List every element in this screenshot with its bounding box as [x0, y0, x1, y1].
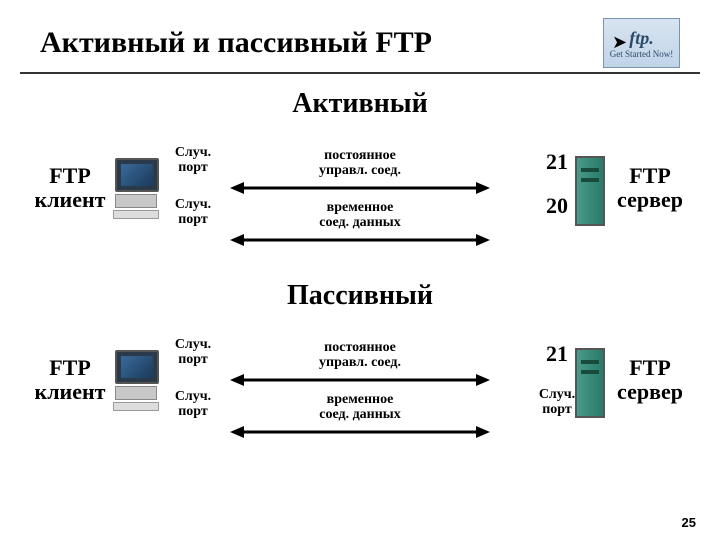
- active-left-port-top: Случ. порт: [168, 146, 218, 175]
- client-computer-icon: [115, 350, 161, 406]
- server-icon: [575, 348, 605, 418]
- passive-left-port-bot: Случ. порт: [168, 390, 218, 419]
- client-computer-icon: [115, 158, 161, 214]
- double-arrow-icon: [230, 425, 490, 439]
- slide-number: 25: [682, 515, 696, 530]
- double-arrow-icon: [230, 233, 490, 247]
- passive-heading: Пассивный: [0, 280, 720, 312]
- passive-server-label: FTP сервер: [610, 356, 690, 404]
- active-data-connection: временное соед. данных: [230, 200, 490, 247]
- double-arrow-icon: [230, 181, 490, 195]
- title-bar: Активный и пассивный FTP ➤ ftp. Get Star…: [20, 0, 700, 74]
- passive-client-label: FTP клиент: [30, 356, 110, 404]
- active-diagram: FTP клиент Случ. порт Случ. порт постоян…: [30, 126, 690, 266]
- active-arrow-bot-l1: временное: [327, 200, 394, 215]
- ftp-badge: ➤ ftp. Get Started Now!: [603, 18, 680, 68]
- active-control-connection: постоянное управл. соед.: [230, 148, 490, 195]
- active-arrow-bot-l2: соед. данных: [319, 215, 400, 230]
- passive-data-connection: временное соед. данных: [230, 392, 490, 439]
- active-left-port-bot: Случ. порт: [168, 198, 218, 227]
- active-client-label: FTP клиент: [30, 164, 110, 212]
- cursor-icon: ➤: [612, 32, 627, 53]
- badge-main: ftp.: [629, 28, 654, 49]
- passive-diagram: FTP клиент Случ. порт Случ. порт постоян…: [30, 318, 690, 458]
- passive-arrow-top-l1: постоянное: [324, 340, 396, 355]
- server-icon: [575, 156, 605, 226]
- page-title: Активный и пассивный FTP: [40, 26, 432, 60]
- active-heading: Активный: [0, 88, 720, 120]
- passive-control-connection: постоянное управл. соед.: [230, 340, 490, 387]
- active-right-port-top: 21: [542, 150, 572, 173]
- passive-arrow-top-l2: управл. соед.: [319, 355, 401, 370]
- passive-right-port-top: 21: [542, 342, 572, 365]
- active-server-label: FTP сервер: [610, 164, 690, 212]
- active-arrow-top-l2: управл. соед.: [319, 163, 401, 178]
- active-right-port-bot: 20: [542, 194, 572, 217]
- active-arrow-top-l1: постоянное: [324, 148, 396, 163]
- passive-left-port-top: Случ. порт: [168, 338, 218, 367]
- passive-arrow-bot-l2: соед. данных: [319, 407, 400, 422]
- passive-arrow-bot-l1: временное: [327, 392, 394, 407]
- double-arrow-icon: [230, 373, 490, 387]
